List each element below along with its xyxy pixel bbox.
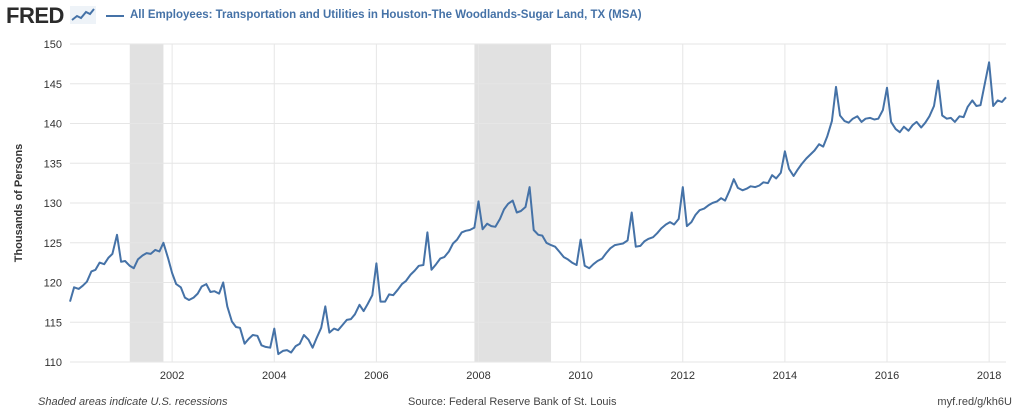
y-tick-label-120: 120	[44, 278, 62, 290]
y-axis-ticks: 110 115 120 125 130 135 140 145 150	[44, 39, 62, 369]
x-tick-label-2018: 2018	[977, 370, 1001, 382]
x-tick-label-2004: 2004	[262, 370, 286, 382]
y-axis-label: Thousands of Persons	[13, 144, 25, 263]
x-tick-label-2008: 2008	[466, 370, 490, 382]
x-tick-label-2006: 2006	[364, 370, 388, 382]
y-tick-label-115: 115	[44, 317, 62, 329]
fred-logo[interactable]: FRED	[6, 3, 64, 28]
chart-title[interactable]: All Employees: Transportation and Utilit…	[130, 9, 642, 21]
short-link[interactable]: myf.red/g/kh6U	[937, 396, 1012, 408]
y-tick-label-140: 140	[44, 119, 62, 131]
x-tick-label-2002: 2002	[160, 370, 184, 382]
y-tick-label-150: 150	[44, 39, 62, 51]
x-tick-label-2014: 2014	[773, 370, 797, 382]
x-tick-label-2012: 2012	[671, 370, 695, 382]
y-tick-label-125: 125	[44, 238, 62, 250]
x-axis-ticks: 2002 2004 2006 2008 2010 2012 2014 2016 2018	[160, 370, 1002, 382]
x-tick-label-2010: 2010	[568, 370, 592, 382]
y-tick-label-135: 135	[44, 158, 62, 170]
y-tick-label-145: 145	[44, 79, 62, 91]
source-text: Source: Federal Reserve Bank of St. Loui…	[408, 396, 617, 408]
chart-plot[interactable]: 110 115 120 125 130 135 140 145 150 2002 2004 2006…	[0, 0, 1024, 394]
legend-swatch	[106, 15, 124, 17]
chart-footer: Shaded areas indicate U.S. recessions So…	[0, 394, 1024, 412]
grid-lines	[70, 43, 1006, 363]
recession-note: Shaded areas indicate U.S. recessions	[38, 396, 228, 408]
chart-header: FRED All Employees: Transportation and U…	[0, 0, 1024, 34]
x-tick-label-2016: 2016	[875, 370, 899, 382]
y-tick-label-110: 110	[44, 357, 62, 369]
y-tick-label-130: 130	[44, 198, 62, 210]
series-line	[69, 61, 1007, 356]
fred-trend-icon	[70, 6, 96, 24]
